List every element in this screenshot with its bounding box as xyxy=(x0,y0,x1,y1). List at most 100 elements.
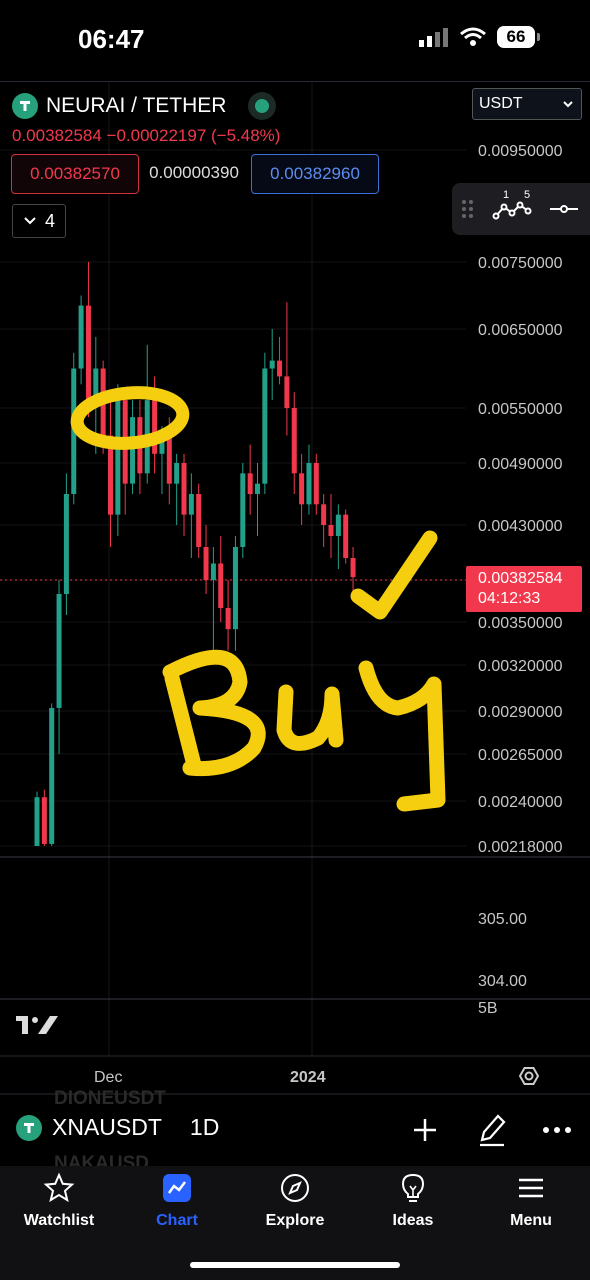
candle-body xyxy=(63,494,69,594)
pattern-tool-icon xyxy=(492,201,532,220)
compass-icon xyxy=(281,1174,309,1202)
y-tick-label: 0.00750000 xyxy=(478,255,563,272)
candle-body xyxy=(93,368,99,401)
candle-body xyxy=(328,525,334,536)
pair-title: NEURAI / TETHER xyxy=(46,94,227,117)
candle-body xyxy=(262,368,268,484)
candle-body xyxy=(277,360,283,377)
bar-countdown: 04:12:33 xyxy=(478,590,541,607)
candle-body xyxy=(115,400,121,515)
star-icon xyxy=(43,1172,75,1203)
symbol-header[interactable]: NEURAI / TETHER xyxy=(12,92,277,120)
nav-label: Explore xyxy=(265,1212,325,1229)
candle-body xyxy=(350,558,356,578)
chevron-down-icon xyxy=(563,101,573,108)
header-divider xyxy=(0,81,590,82)
candle-body xyxy=(247,473,253,494)
menu-icon xyxy=(519,1178,543,1198)
candle-body xyxy=(188,494,194,515)
price-axis: 0.00950000 0.00750000 0.00650000 0.00550000… xyxy=(478,143,563,856)
candle-body xyxy=(34,797,40,846)
volume-scale-label: 5B xyxy=(478,1000,498,1017)
candle-body xyxy=(306,463,312,505)
y-tick-label: 0.00350000 xyxy=(478,615,563,632)
candle-body xyxy=(255,483,260,494)
currency-value: USDT xyxy=(479,95,523,112)
candle-body xyxy=(321,504,327,525)
ghost-symbol-above: DIONEUSDT xyxy=(54,1088,166,1109)
candle-body xyxy=(85,305,91,401)
candle-body xyxy=(181,463,187,515)
add-icon[interactable] xyxy=(412,1117,438,1143)
y-tick-label: 0.00950000 xyxy=(478,143,563,160)
interval-button[interactable]: 1D xyxy=(189,1114,220,1140)
wifi-icon xyxy=(460,27,486,46)
status-time: 06:47 xyxy=(78,24,145,54)
nav-explore[interactable]: Explore xyxy=(236,1172,354,1230)
candle-body xyxy=(196,494,202,547)
home-indicator xyxy=(190,1262,400,1268)
nav-ideas[interactable]: Ideas xyxy=(354,1172,472,1230)
signal-icon xyxy=(419,28,448,47)
candle-body xyxy=(291,408,297,474)
drag-handle-icon xyxy=(462,200,473,218)
candle-body xyxy=(130,417,136,484)
currency-select[interactable]: USDT xyxy=(472,88,582,120)
candle-body xyxy=(335,514,341,536)
highlight-circle xyxy=(70,386,190,450)
battery-icon: 66 xyxy=(497,26,535,48)
sub-tick-2: 304.00 xyxy=(478,973,527,990)
y-tick-label: 0.00218000 xyxy=(478,839,563,856)
tool-label-1: 1 xyxy=(503,189,509,201)
chart-icon xyxy=(163,1174,191,1202)
last-price-value: 0.00382584 xyxy=(478,570,563,587)
candle-body xyxy=(299,473,305,505)
drawing-tool-panel[interactable]: 1 5 xyxy=(452,183,590,235)
candle-body xyxy=(49,707,55,844)
nav-label: Chart xyxy=(156,1212,198,1229)
symbol-bar[interactable]: XNAUSDT 1D xyxy=(16,1114,219,1141)
y-tick-label: 0.00490000 xyxy=(478,456,563,473)
market-open-icon xyxy=(248,92,277,120)
tether-icon xyxy=(12,93,38,119)
nav-menu[interactable]: Menu xyxy=(472,1172,590,1230)
y-tick-label: 0.00240000 xyxy=(478,794,563,811)
buy-button[interactable]: 0.00382960 xyxy=(251,154,379,194)
pen-icon[interactable] xyxy=(476,1112,508,1148)
indicators-toggle[interactable]: 4 xyxy=(12,204,66,238)
y-tick-label: 0.00265000 xyxy=(478,747,563,764)
y-tick-label: 0.00430000 xyxy=(478,518,563,535)
candle-body xyxy=(210,563,216,580)
tradingview-logo xyxy=(16,1016,58,1034)
candle-body xyxy=(41,797,47,844)
chart-settings-icon[interactable] xyxy=(518,1067,540,1085)
candle-body xyxy=(240,473,246,547)
sell-button[interactable]: 0.00382570 xyxy=(11,154,139,194)
nav-label: Ideas xyxy=(392,1212,434,1229)
tether-icon xyxy=(16,1114,42,1141)
spread-value: 0.00000390 xyxy=(149,163,239,182)
candle-body xyxy=(56,594,62,708)
candle-body xyxy=(152,400,158,454)
nav-watchlist[interactable]: Watchlist xyxy=(0,1172,118,1230)
candle-body xyxy=(232,547,238,630)
candle-body xyxy=(108,435,113,515)
status-icons: 66 xyxy=(419,26,540,48)
sub-tick-1: 305.00 xyxy=(478,911,527,928)
lightbulb-icon xyxy=(401,1173,425,1202)
candle-body xyxy=(218,563,224,608)
x-tick-2024: 2024 xyxy=(290,1069,326,1086)
y-tick-label: 0.00650000 xyxy=(478,322,563,339)
last-price-tag: 0.00382584 04:12:33 xyxy=(466,566,582,612)
checkmark xyxy=(350,530,438,620)
handwritten-annotation xyxy=(70,386,446,812)
candle-body xyxy=(78,305,84,369)
y-tick-label: 0.00320000 xyxy=(478,658,563,675)
candle-body xyxy=(174,463,180,484)
symbol-name[interactable]: XNAUSDT xyxy=(52,1114,162,1140)
candle-body xyxy=(203,547,209,580)
price-chart[interactable]: 0.00950000 0.00750000 0.00650000 0.00550000… xyxy=(0,0,590,1100)
nav-chart[interactable]: Chart xyxy=(118,1172,236,1230)
candle-body xyxy=(166,435,172,484)
more-icon[interactable] xyxy=(542,1126,572,1134)
